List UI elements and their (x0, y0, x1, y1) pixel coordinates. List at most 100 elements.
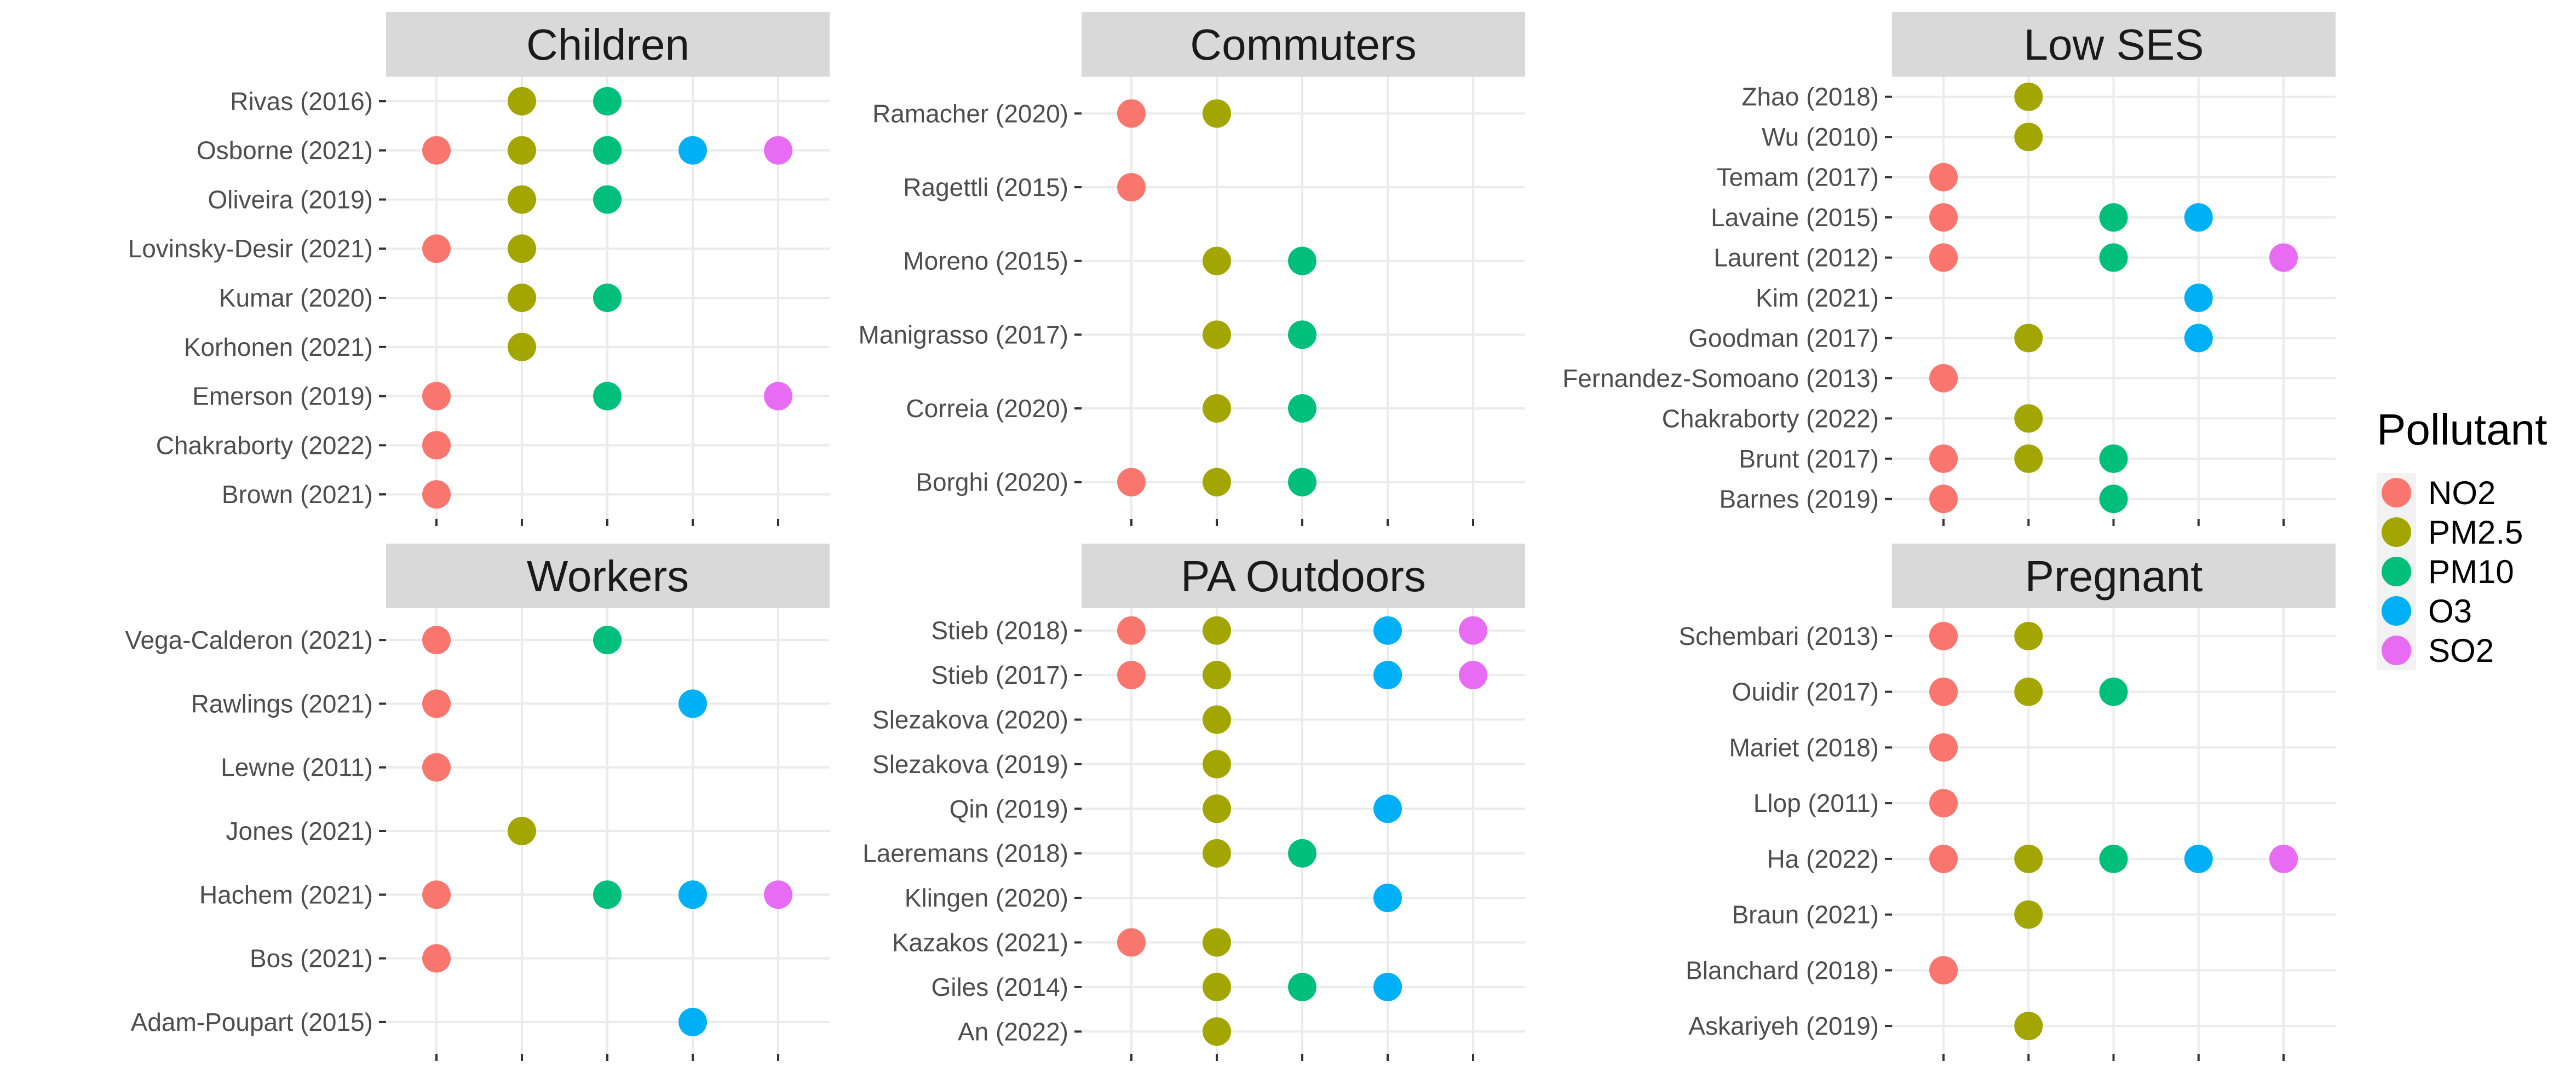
y-tick-label: Osborne (2021) (197, 136, 373, 165)
panel-title: Workers (527, 552, 689, 601)
y-tick-label: Schembari (2013) (1678, 622, 1879, 650)
data-point-pm2-5 (1203, 246, 1231, 275)
y-tick-label: Rivas (2016) (230, 87, 373, 116)
y-tick-label: Rawlings (2021) (191, 689, 373, 718)
panel-strip (386, 12, 830, 77)
data-point-no2 (422, 880, 451, 909)
data-point-pm10 (593, 284, 622, 312)
legend-title: Pollutant (2377, 405, 2547, 454)
y-tick-label: Klingen (2020) (905, 884, 1068, 912)
data-point-o3 (679, 880, 707, 909)
data-point-pm2-5 (2014, 621, 2043, 650)
data-point-no2 (1929, 364, 1958, 393)
data-point-so2 (2269, 243, 2298, 272)
data-point-pm2-5 (1203, 928, 1231, 957)
legend-label: SO2 (2428, 632, 2494, 669)
data-point-pm10 (593, 86, 622, 116)
panel-title: Children (526, 20, 689, 69)
data-point-pm2-5 (1203, 1017, 1231, 1046)
data-point-o3 (2184, 324, 2213, 353)
y-tick-label: Stieb (2017) (931, 661, 1068, 689)
data-point-o3 (679, 689, 707, 718)
panel-title: Low SES (2023, 20, 2204, 69)
data-point-no2 (422, 689, 451, 718)
data-point-no2 (1117, 468, 1146, 497)
data-point-pm2-5 (2014, 123, 2043, 152)
data-point-pm2-5 (1203, 661, 1231, 690)
panel-strip (386, 544, 830, 608)
panel-pa-outdoors: PA Outdoors Stieb (2018) Stieb (2017) Sleza… (863, 544, 1525, 1061)
y-tick-label: Ramacher (2020) (872, 99, 1068, 128)
data-point-so2 (1459, 661, 1487, 690)
data-point-pm2-5 (2014, 82, 2043, 111)
panel-pregnant: Pregnant Schembari (2013) Ouidir (2017) Mar… (1678, 544, 2336, 1061)
y-tick-label: Lavaine (2015) (1711, 203, 1879, 232)
y-tick-label: Vega-Calderon (2021) (125, 626, 373, 654)
data-point-no2 (422, 431, 451, 460)
panel-title: Pregnant (2025, 552, 2203, 601)
data-point-so2 (764, 880, 792, 909)
legend-item-pm2-5: PM2.5 (2377, 512, 2523, 552)
y-tick-label: Slezakova (2020) (872, 706, 1068, 734)
data-point-pm10 (1288, 468, 1316, 497)
data-point-no2 (1929, 203, 1958, 232)
data-point-so2 (2269, 844, 2298, 873)
data-point-pm2-5 (508, 332, 536, 361)
data-point-no2 (1929, 844, 1958, 873)
data-point-pm2-5 (1203, 99, 1231, 128)
data-point-no2 (1929, 621, 1958, 650)
data-point-pm2-5 (508, 284, 536, 312)
data-point-so2 (764, 136, 792, 165)
y-tick-label: Emerson (2019) (192, 382, 373, 411)
data-point-pm2-5 (1203, 749, 1231, 778)
data-point-pm2-5 (508, 234, 536, 263)
legend-key-o3 (2382, 596, 2411, 626)
legend-label: PM2.5 (2428, 514, 2523, 551)
data-point-no2 (422, 626, 451, 655)
data-point-so2 (764, 382, 792, 411)
legend-key-no2 (2382, 478, 2411, 507)
data-point-no2 (1929, 789, 1958, 818)
y-tick-label: Laurent (2012) (1714, 244, 1879, 272)
data-point-no2 (1929, 484, 1958, 514)
y-tick-label: Ha (2022) (1767, 845, 1879, 873)
y-tick-label: Lewne (2011) (221, 753, 373, 782)
y-tick-label: Chakraborty (2022) (1662, 404, 1879, 432)
y-tick-label: Braun (2021) (1732, 901, 1879, 929)
data-point-pm10 (593, 626, 622, 655)
y-tick-label: Barnes (2019) (1720, 484, 1879, 513)
data-point-o3 (1373, 884, 1402, 913)
y-tick-label: Fernandez-Somoano (2013) (1562, 364, 1879, 393)
y-tick-label: Mariet (2018) (1729, 733, 1879, 762)
data-point-no2 (1117, 616, 1146, 645)
y-tick-label: Zhao (2018) (1741, 83, 1879, 111)
data-point-o3 (1373, 972, 1402, 1001)
y-tick-label: Correia (2020) (906, 394, 1068, 423)
data-point-o3 (1373, 794, 1402, 823)
data-point-no2 (1117, 661, 1146, 690)
y-tick-label: Stieb (2018) (931, 616, 1068, 645)
data-point-pm2-5 (508, 817, 536, 845)
y-tick-label: Korhonen (2021) (184, 333, 373, 361)
data-point-pm2-5 (1203, 394, 1231, 423)
data-point-o3 (2184, 844, 2213, 873)
data-point-pm2-5 (508, 86, 536, 116)
data-point-pm2-5 (1203, 705, 1231, 734)
y-tick-label: Manigrasso (2017) (858, 320, 1068, 349)
panel-children: Children Rivas (2016) Osborne (2021) Olivei… (128, 12, 830, 526)
data-point-pm10 (2099, 203, 2128, 232)
y-tick-label: Brown (2021) (222, 480, 373, 509)
data-point-no2 (1117, 99, 1146, 128)
data-point-pm10 (1288, 839, 1316, 868)
data-point-pm2-5 (2014, 677, 2043, 706)
data-point-pm10 (2099, 243, 2128, 272)
data-point-pm2-5 (1203, 616, 1231, 645)
data-point-pm10 (593, 382, 622, 411)
data-point-no2 (1929, 444, 1958, 473)
panel-strip (1082, 12, 1525, 77)
panel-strip (1892, 12, 2336, 77)
data-point-pm2-5 (2014, 844, 2043, 873)
y-tick-label: Askariyeh (2019) (1688, 1012, 1879, 1040)
